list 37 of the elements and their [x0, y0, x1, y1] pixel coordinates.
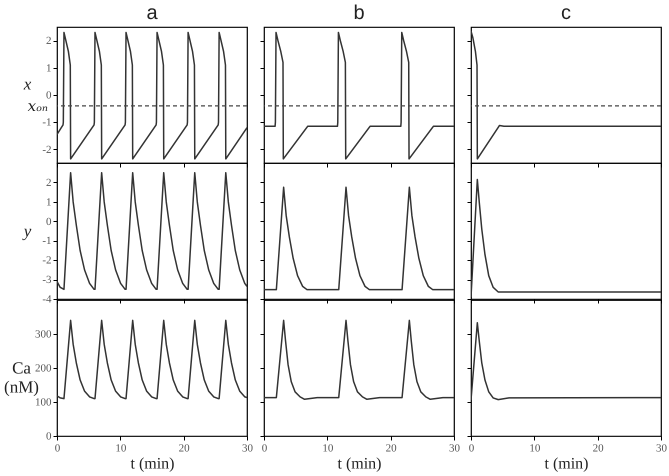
- y-tick-label: 200: [35, 362, 52, 374]
- ref-line-label: xₒₙ: [28, 96, 48, 115]
- chart-title: b: [353, 2, 365, 24]
- y-tick-label: 0: [46, 216, 52, 228]
- y-tick-label: 0: [46, 430, 52, 442]
- y-tick-label: 0: [46, 90, 52, 102]
- y-tick-label: -2: [42, 144, 52, 156]
- x-tick-label: 0: [54, 442, 61, 454]
- y-tick-label: 1: [46, 62, 52, 74]
- y-tick-label: -2: [42, 254, 52, 267]
- y-tick-label: 2: [46, 176, 52, 189]
- chart-title: c: [561, 2, 571, 24]
- y-tick-label: -1: [42, 235, 52, 248]
- y-tick-label: 100: [35, 396, 52, 408]
- y-axis-title: y: [22, 222, 32, 240]
- x-axis-title: t (min): [544, 456, 588, 472]
- x-tick-label: 20: [178, 442, 190, 454]
- x-tick-label: 20: [386, 442, 398, 454]
- y-tick-label: 300: [35, 328, 52, 340]
- y-tick-label: -1: [42, 116, 52, 129]
- x-tick-label: 10: [529, 442, 541, 454]
- x-tick-label: 30: [656, 442, 668, 454]
- x-tick-label: 0: [262, 442, 268, 454]
- y-tick-label: -4: [42, 294, 52, 306]
- x-tick-label: 0: [468, 442, 475, 454]
- x-axis-title: t (min): [130, 456, 174, 472]
- x-axis-title: t (min): [338, 456, 382, 472]
- y-tick-label: 2: [46, 35, 52, 48]
- chart-title: a: [146, 2, 158, 24]
- y-tick-label: -3: [42, 274, 52, 286]
- x-tick-label: 10: [115, 442, 127, 454]
- x-tick-label: 10: [322, 442, 334, 454]
- y-axis-title: x: [22, 74, 32, 94]
- x-tick-label: 30: [449, 442, 460, 454]
- x-tick-label: 30: [242, 442, 254, 454]
- x-tick-label: 20: [592, 442, 604, 454]
- y-tick-label: 1: [46, 196, 52, 208]
